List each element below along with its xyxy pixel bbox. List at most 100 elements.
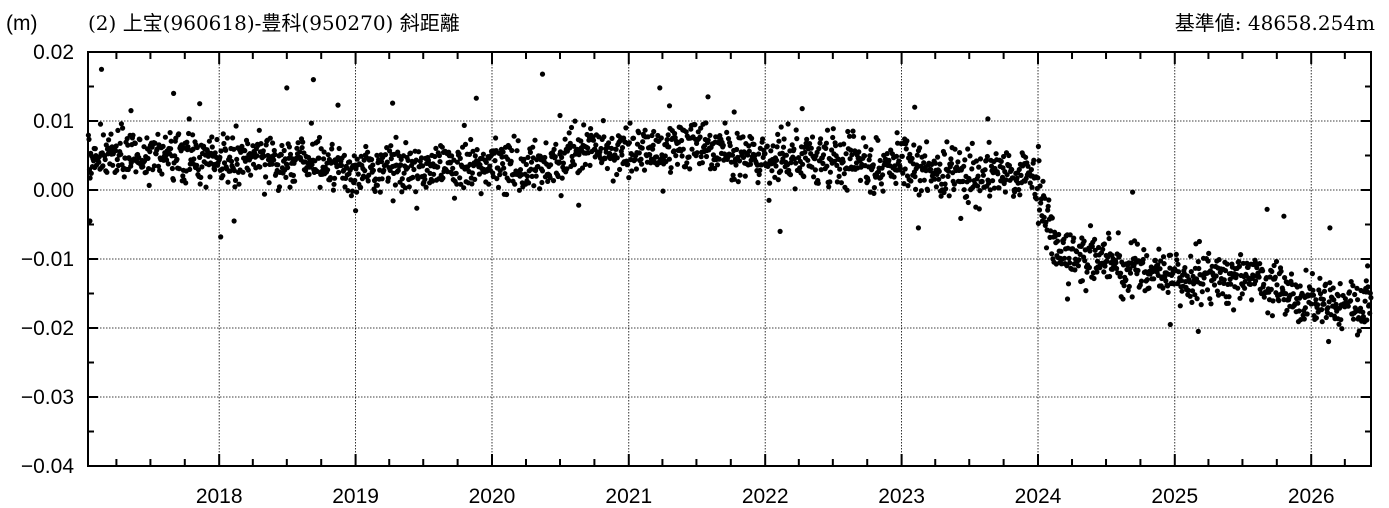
data-point [847,156,853,162]
data-point [1327,280,1333,286]
data-point [1331,297,1337,303]
data-point [733,162,739,168]
data-point [231,168,237,174]
data-point [207,174,213,180]
data-point [1319,319,1325,325]
data-point [582,161,589,167]
data-point [474,147,480,153]
data-point [365,149,371,155]
data-point [801,173,807,180]
data-point [164,157,170,163]
data-point [478,191,484,197]
data-point [530,144,536,150]
data-point [462,141,469,147]
data-point [785,121,791,127]
data-point [571,162,578,168]
data-point [645,134,651,140]
data-point [351,153,357,159]
data-point-outlier [310,77,316,83]
data-point [933,184,940,190]
data-point [1346,289,1353,295]
data-point [764,143,770,149]
data-point [151,163,157,169]
data-point [1034,196,1040,202]
data-point [260,148,266,154]
data-point [902,166,908,172]
data-point [414,205,420,211]
data-point [756,151,762,157]
data-point [176,166,182,172]
data-point [667,169,674,175]
data-point [456,151,462,157]
data-point [294,145,300,151]
data-point [287,184,293,190]
data-point-outlier [171,90,177,96]
data-point [1035,175,1041,181]
data-point [1001,153,1007,160]
data-point [977,188,983,194]
data-point [878,181,885,187]
data-point [234,161,240,167]
data-point [352,177,358,184]
data-point [508,158,514,164]
data-point [1010,175,1016,181]
data-point [740,154,747,160]
data-point [823,140,830,146]
data-point [1067,260,1073,266]
data-point [734,130,740,136]
data-point-outlier [666,103,673,109]
data-point [187,166,193,172]
data-point [191,156,197,162]
data-point [219,166,225,172]
data-points [85,66,1374,345]
data-point [1222,268,1229,274]
data-point [221,140,227,147]
data-point [1308,301,1314,307]
data-point [1042,195,1048,201]
data-point [725,136,732,142]
data-point [935,154,941,160]
data-point [115,127,121,133]
data-point [1208,301,1214,307]
data-point [509,147,515,154]
data-point [437,159,443,165]
data-point [666,156,673,162]
data-point [550,178,557,184]
data-point [969,140,975,146]
data-point [1035,220,1041,226]
data-point [983,157,989,164]
data-point [212,150,218,156]
data-point [1087,223,1094,229]
data-point [1233,272,1240,278]
data-point [543,140,549,146]
data-point [848,147,854,153]
data-point [363,143,369,150]
data-point [905,183,911,189]
data-point [279,142,285,149]
data-point [1338,317,1344,323]
data-point [640,139,646,145]
data-point [146,166,152,172]
data-point [155,131,161,137]
data-point-outlier [915,225,922,231]
data-point [458,181,464,187]
data-point-outlier [731,109,737,115]
data-point [1185,287,1191,293]
data-point [1101,241,1107,247]
data-point [937,161,943,167]
data-point [449,153,455,159]
data-point [233,123,239,129]
data-point [223,147,229,153]
data-point [195,167,201,173]
data-point [621,135,627,141]
data-point [695,129,701,135]
data-point [410,174,416,180]
data-point [805,157,811,163]
data-point [600,118,606,124]
data-point [820,160,826,166]
data-point [551,146,557,152]
data-point [125,142,131,148]
data-point [1126,283,1132,290]
data-point [1206,250,1212,256]
data-point [381,167,387,173]
